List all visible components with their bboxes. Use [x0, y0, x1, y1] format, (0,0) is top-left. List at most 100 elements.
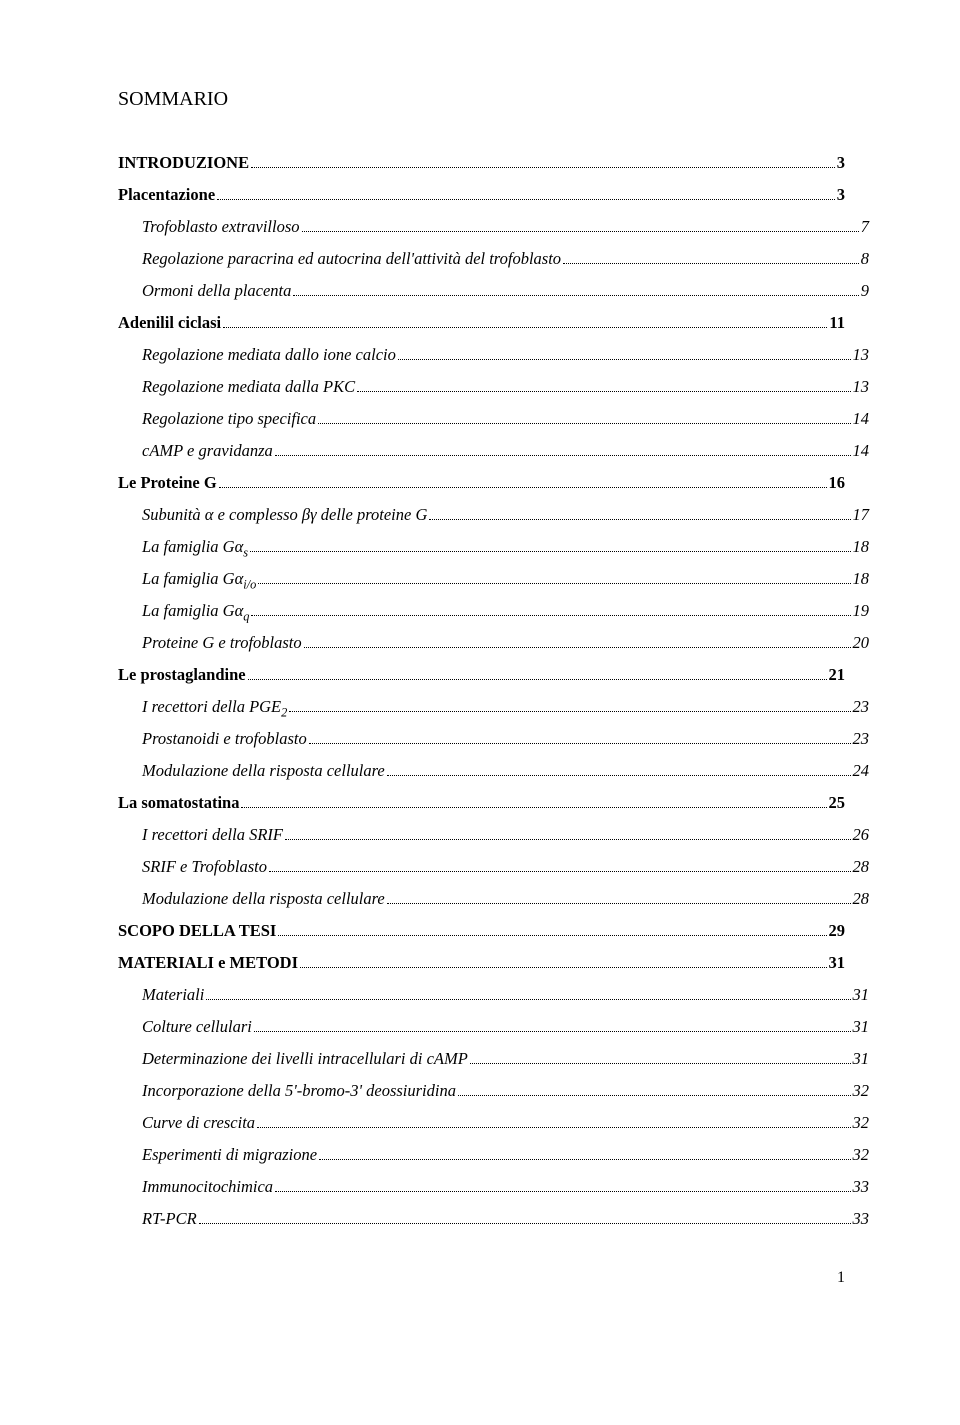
toc-leader-dots [254, 1031, 851, 1032]
toc-label: SCOPO DELLA TESI [118, 921, 276, 941]
toc-page: 17 [853, 505, 870, 525]
toc-label: MATERIALI e METODI [118, 953, 298, 973]
toc-leader-dots [275, 1191, 850, 1192]
toc-label: INTRODUZIONE [118, 153, 249, 173]
toc-label: La somatostatina [118, 793, 239, 813]
toc-row: I recettori della SRIF 26 [142, 825, 869, 845]
toc-label: Proteine G e trofoblasto [142, 633, 302, 653]
toc-label: Determinazione dei livelli intracellular… [142, 1049, 468, 1069]
toc-label: RT-PCR [142, 1209, 197, 1229]
toc-page: 21 [829, 665, 846, 685]
toc-page: 24 [853, 761, 870, 781]
toc-row: Immunocitochimica 33 [142, 1177, 869, 1197]
toc-row: Incorporazione della 5'-bromo-3' deossiu… [142, 1081, 869, 1101]
toc-label: Placentazione [118, 185, 215, 205]
toc-page: 13 [853, 377, 870, 397]
toc-page: 19 [853, 601, 870, 621]
toc-page: 32 [853, 1113, 870, 1133]
toc-leader-dots [302, 231, 859, 232]
toc-row: Curve di crescita 32 [142, 1113, 869, 1133]
toc-leader-dots [278, 935, 826, 936]
toc-page: 33 [853, 1177, 870, 1197]
toc-leader-dots [217, 199, 835, 200]
toc-leader-dots [387, 903, 851, 904]
toc-page: 20 [853, 633, 870, 653]
toc-page: 33 [853, 1209, 870, 1229]
toc-row: Modulazione della risposta cellulare 24 [142, 761, 869, 781]
toc-page: 3 [837, 153, 845, 173]
toc-row: Materiali 31 [142, 985, 869, 1005]
toc-label: Curve di crescita [142, 1113, 255, 1133]
toc-page: 23 [853, 697, 870, 717]
toc-label: Prostanoidi e trofoblasto [142, 729, 307, 749]
page-title: SOMMARIO [118, 88, 845, 111]
toc-page: 31 [853, 1049, 870, 1069]
toc-page: 14 [853, 409, 870, 429]
page-number: 1 [118, 1269, 845, 1287]
toc-row: Le prostaglandine21 [118, 665, 845, 685]
toc-page: 23 [853, 729, 870, 749]
toc-label: Esperimenti di migrazione [142, 1145, 317, 1165]
toc-page: 32 [853, 1145, 870, 1165]
toc-leader-dots [563, 263, 859, 264]
toc-label: Modulazione della risposta cellulare [142, 889, 385, 909]
toc-leader-dots [251, 615, 850, 616]
toc-label: Modulazione della risposta cellulare [142, 761, 385, 781]
toc-label: Regolazione mediata dalla PKC [142, 377, 355, 397]
toc-label: Colture cellulari [142, 1017, 252, 1037]
toc-row: I recettori della PGE2 23 [142, 697, 869, 717]
toc-row: Regolazione paracrina ed autocrina dell'… [142, 249, 869, 269]
toc-label: Immunocitochimica [142, 1177, 273, 1197]
toc-leader-dots [429, 519, 850, 520]
toc-leader-dots [357, 391, 850, 392]
toc-leader-dots [251, 167, 835, 168]
toc-page: 29 [829, 921, 846, 941]
toc-label: La famiglia Gαi/o [142, 569, 256, 589]
toc-leader-dots [319, 1159, 850, 1160]
toc-page: 31 [829, 953, 846, 973]
toc-page: 25 [829, 793, 846, 813]
toc-leader-dots [285, 839, 851, 840]
toc-page: 13 [853, 345, 870, 365]
toc-leader-dots [257, 1127, 850, 1128]
toc-row: La somatostatina 25 [118, 793, 845, 813]
toc-row: Ormoni della placenta 9 [142, 281, 869, 301]
toc-row: La famiglia Gαi/o 18 [142, 569, 869, 589]
toc-label: Regolazione tipo specifica [142, 409, 316, 429]
toc-row: cAMP e gravidanza 14 [142, 441, 869, 461]
toc-row: MATERIALI e METODI 31 [118, 953, 845, 973]
toc-label: La famiglia Gαs [142, 537, 248, 557]
toc-leader-dots [223, 327, 827, 328]
toc-leader-dots [269, 871, 851, 872]
toc-leader-dots [206, 999, 850, 1000]
toc-label: La famiglia Gαq [142, 601, 249, 621]
toc-row: INTRODUZIONE 3 [118, 153, 845, 173]
toc-page: 16 [829, 473, 846, 493]
toc-label: Incorporazione della 5'-bromo-3' deossiu… [142, 1081, 456, 1101]
toc-label: I recettori della SRIF [142, 825, 283, 845]
toc-leader-dots [458, 1095, 851, 1096]
toc-row: Esperimenti di migrazione 32 [142, 1145, 869, 1165]
toc-label: Trofoblasto extravilloso [142, 217, 300, 237]
toc-leader-dots [289, 711, 850, 712]
toc-row: Regolazione mediata dallo ione calcio 13 [142, 345, 869, 365]
toc-row: La famiglia Gαs 18 [142, 537, 869, 557]
toc-row: Le Proteine G16 [118, 473, 845, 493]
toc-page: 26 [853, 825, 870, 845]
toc-leader-dots [387, 775, 851, 776]
toc-label: cAMP e gravidanza [142, 441, 273, 461]
toc-leader-dots [398, 359, 851, 360]
toc-row: RT-PCR 33 [142, 1209, 869, 1229]
toc-label: I recettori della PGE2 [142, 697, 287, 717]
toc-label: Regolazione paracrina ed autocrina dell'… [142, 249, 561, 269]
toc-label: Subunità α e complesso βγ delle proteine… [142, 505, 427, 525]
toc-leader-dots [241, 807, 826, 808]
toc-row: Regolazione tipo specifica 14 [142, 409, 869, 429]
toc-leader-dots [309, 743, 851, 744]
toc-page: 7 [861, 217, 869, 237]
toc-page: 31 [853, 985, 870, 1005]
toc-leader-dots [470, 1063, 851, 1064]
toc-leader-dots [304, 647, 851, 648]
toc-leader-dots [318, 423, 850, 424]
toc-row: La famiglia Gαq 19 [142, 601, 869, 621]
